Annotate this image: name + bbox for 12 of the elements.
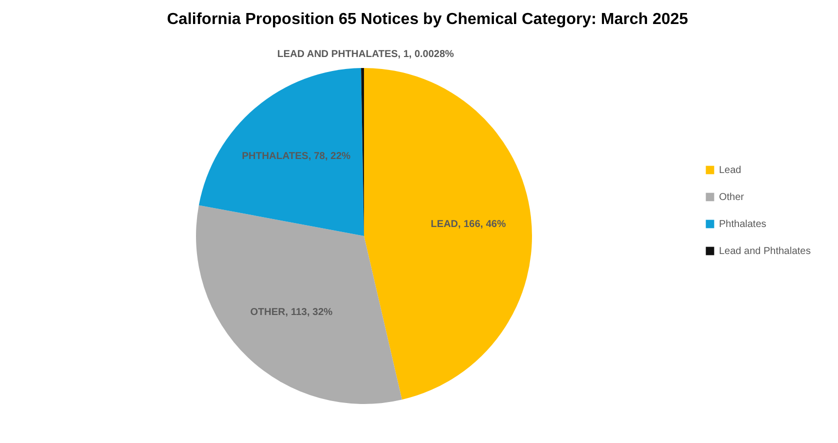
legend-label: Lead [719, 165, 742, 176]
chart-title: California Proposition 65 Notices by Chemical Category: March 2025 [167, 11, 688, 28]
legend-label: Other [719, 192, 745, 203]
pie-slice [364, 68, 532, 400]
legend-label: Lead and Phthalates [719, 246, 811, 257]
data-label: LEAD AND PHTHALATES, 1, 0.0028% [277, 49, 454, 60]
data-label: LEAD, 166, 46% [430, 219, 506, 230]
pie-slice [196, 205, 402, 404]
legend-label: Phthalates [719, 219, 766, 230]
data-label: PHTHALATES, 78, 22% [242, 150, 351, 162]
pie-slice [198, 68, 364, 236]
data-label: OTHER, 113, 32% [250, 306, 333, 318]
